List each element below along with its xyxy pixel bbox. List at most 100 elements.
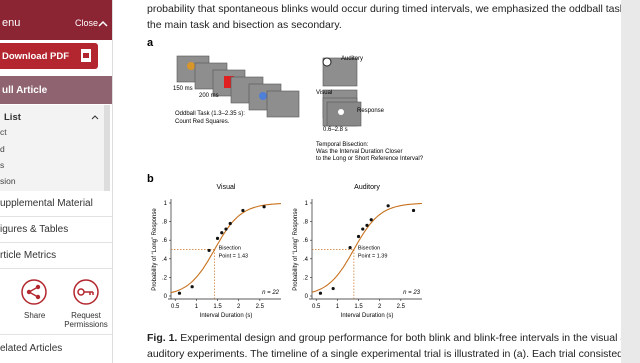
panel-label: b bbox=[147, 173, 154, 185]
data-point bbox=[348, 246, 352, 250]
x-tick-label: 2.5 bbox=[256, 304, 265, 310]
x-axis-label: Interval Duration (s) bbox=[200, 313, 253, 319]
fixation bbox=[338, 109, 344, 115]
y-tick-label: 1 bbox=[305, 201, 309, 207]
y-tick-label: .8 bbox=[303, 220, 309, 226]
y-tick-label: 0 bbox=[164, 294, 168, 300]
n-label: n = 23 bbox=[403, 290, 421, 296]
caption-label: Fig. 1. bbox=[147, 332, 178, 344]
data-point bbox=[411, 208, 416, 213]
y-tick-label: 1 bbox=[164, 201, 168, 207]
close-chevron bbox=[98, 20, 108, 27]
close-button[interactable]: Close bbox=[75, 18, 99, 28]
related-articles[interactable]: elated Articles bbox=[0, 343, 63, 354]
y-tick-label: .2 bbox=[303, 275, 309, 281]
list-title: List bbox=[4, 112, 21, 123]
x-tick-label: 1.5 bbox=[354, 304, 363, 310]
link-label: upplemental Material bbox=[0, 198, 93, 209]
data-point bbox=[318, 291, 323, 295]
pse-label: Point = 1.43 bbox=[219, 254, 249, 260]
x-tick-label: 2.5 bbox=[397, 304, 406, 310]
download-label: Download PDF bbox=[2, 51, 70, 62]
y-tick-label: .8 bbox=[162, 220, 168, 226]
sidebar-link[interactable]: rticle Metrics bbox=[0, 243, 112, 269]
full-article-bar[interactable] bbox=[0, 76, 112, 104]
stimulus-dot bbox=[187, 62, 195, 70]
frame-label: Visual bbox=[316, 90, 332, 96]
fit-curve bbox=[311, 202, 423, 293]
frame-label: 0.6–2.8 s bbox=[323, 127, 348, 133]
sidebar-link[interactable]: igures & Tables bbox=[0, 217, 112, 243]
x-tick-label: 0.5 bbox=[171, 304, 180, 310]
bisection-label: Was the Interval Duration Closer bbox=[316, 149, 402, 155]
chart-title: Auditory bbox=[354, 184, 380, 191]
permissions-icon[interactable] bbox=[72, 278, 100, 306]
data-point bbox=[361, 227, 365, 231]
paragraph-line: probability that spontaneous blinks woul… bbox=[147, 3, 621, 15]
data-point bbox=[215, 236, 220, 240]
list-item[interactable]: d bbox=[0, 144, 5, 154]
figure: a 150 ms 200 ms Oddball Task (1.3–2.35 s): C… bbox=[147, 37, 424, 319]
full-article-label: ull Article bbox=[2, 85, 48, 96]
data-point bbox=[207, 248, 211, 253]
y-tick-label: .4 bbox=[162, 257, 168, 263]
pse-label: Bisection bbox=[219, 246, 241, 252]
stimulus-dot bbox=[259, 92, 267, 100]
panel-label: a bbox=[147, 37, 154, 49]
sidebar-link[interactable]: upplemental Material bbox=[0, 191, 112, 217]
y-tick-label: .2 bbox=[162, 275, 168, 281]
data-point bbox=[190, 285, 194, 289]
caption-line: Fig. 1. Experimental design and group pe… bbox=[147, 332, 621, 344]
response-frame bbox=[326, 101, 362, 127]
sidebar: enu Close Download PDF ull Article List … bbox=[0, 0, 113, 363]
share-icon[interactable] bbox=[20, 278, 48, 306]
menu-title: enu bbox=[2, 17, 21, 29]
x-tick-label: 1.5 bbox=[213, 304, 222, 310]
chart-title: Visual bbox=[217, 184, 236, 191]
x-tick-label: 1 bbox=[195, 304, 199, 310]
data-point bbox=[356, 234, 361, 239]
data-point bbox=[386, 204, 390, 208]
n-label: n = 22 bbox=[262, 290, 280, 296]
link-label: rticle Metrics bbox=[0, 250, 57, 261]
stimulus-frame bbox=[322, 57, 358, 87]
y-axis-label: Probability of “Long” Response bbox=[152, 208, 158, 291]
timing-label: 200 ms bbox=[199, 93, 219, 99]
pse-label: Bisection bbox=[358, 246, 380, 252]
y-tick-label: .4 bbox=[303, 257, 309, 263]
caption-text: Experimental design and group performanc… bbox=[177, 332, 621, 344]
paragraph-line: the main task and bisection as secondary… bbox=[147, 19, 342, 31]
data-point bbox=[369, 218, 373, 222]
data-point bbox=[241, 208, 245, 213]
article: probability that spontaneous blinks woul… bbox=[113, 0, 621, 363]
list-chevron bbox=[91, 115, 99, 120]
share-label: Share bbox=[24, 311, 46, 320]
oddball-label: Oddball Task (1.3–2.35 s): bbox=[175, 111, 245, 117]
data-point bbox=[331, 286, 335, 291]
sound-icon bbox=[322, 57, 332, 67]
list-item[interactable]: s bbox=[0, 160, 5, 170]
divider bbox=[0, 334, 112, 335]
timing-label: 150 ms bbox=[173, 86, 193, 92]
y-tick-label: 0 bbox=[305, 294, 309, 300]
x-tick-label: 1 bbox=[336, 304, 340, 310]
data-point bbox=[177, 291, 182, 295]
y-axis-label: Probability of “Long” Response bbox=[293, 208, 299, 291]
data-point bbox=[365, 223, 369, 227]
data-point bbox=[228, 221, 232, 226]
data-point bbox=[220, 231, 224, 235]
x-tick-label: 2 bbox=[237, 304, 241, 310]
x-axis-label: Interval Duration (s) bbox=[341, 313, 394, 319]
list-item[interactable]: sion bbox=[0, 176, 16, 186]
scrollbar[interactable] bbox=[104, 105, 110, 191]
x-tick-label: 2 bbox=[378, 304, 382, 310]
link-label: igures & Tables bbox=[0, 224, 69, 235]
y-tick-label: .6 bbox=[162, 238, 168, 244]
y-tick-label: .6 bbox=[303, 238, 309, 244]
frame-label: Auditory bbox=[341, 56, 363, 62]
pdf-icon bbox=[81, 49, 91, 62]
menu-header bbox=[0, 0, 112, 40]
list-item[interactable]: ct bbox=[0, 127, 7, 137]
frame-label: Response bbox=[357, 108, 385, 114]
